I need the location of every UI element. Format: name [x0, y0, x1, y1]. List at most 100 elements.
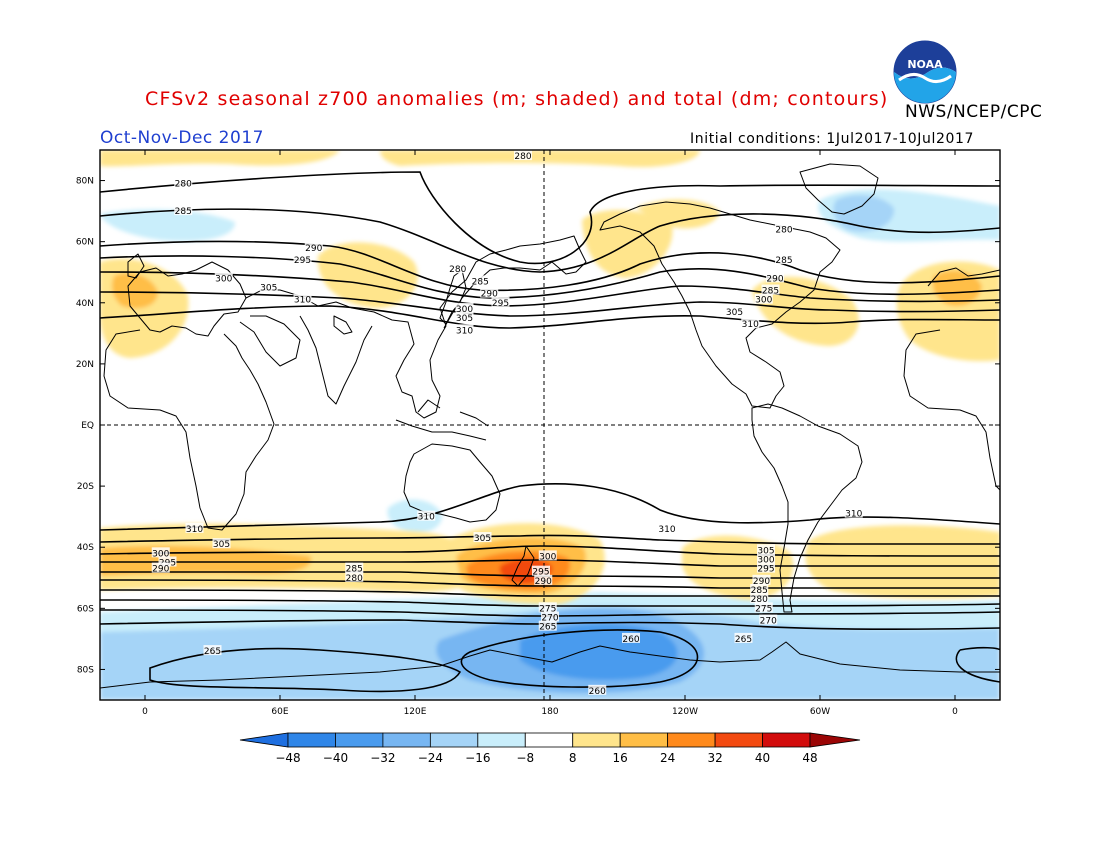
- contour-label-bg: [658, 522, 676, 533]
- colorbar-swatch: [667, 732, 716, 748]
- chart-title: CFSv2 seasonal z700 anomalies (m; shaded…: [145, 88, 889, 110]
- contour-label: 265: [204, 647, 221, 657]
- contour-label: 305: [757, 546, 774, 556]
- contour-label-bg: [212, 538, 231, 549]
- initial-conditions: Initial conditions: 1Jul2017-10Jul2017: [690, 131, 974, 147]
- lat-tick-label: 80N: [76, 177, 94, 187]
- coast-arabia: [239, 315, 301, 367]
- contour-label: 285: [762, 287, 779, 297]
- contour-280-north: [100, 171, 1000, 265]
- lat-tick-label: 80S: [77, 665, 94, 675]
- colorbar-swatch: [762, 732, 811, 748]
- contour-label-bg: [754, 602, 773, 613]
- lon-tick-label: 0: [952, 707, 958, 717]
- contour-305-north: [100, 291, 1000, 317]
- contour-label: 290: [753, 577, 770, 587]
- contour-label: 310: [186, 525, 203, 535]
- contour-label-bg: [174, 205, 193, 216]
- contour-label: 265: [539, 623, 556, 633]
- contour-label-bg: [471, 275, 490, 286]
- contour-label: 290: [766, 274, 783, 284]
- forecast-period: Oct-Nov-Dec 2017: [100, 128, 264, 148]
- neg-anom-indian-ocean: [387, 499, 443, 534]
- coast-europe-right: [903, 267, 1000, 491]
- contour-label: 305: [474, 534, 491, 544]
- colorbar-label: 16: [613, 751, 628, 765]
- coast-europe-africa: [103, 261, 275, 531]
- contour-300-south: [100, 545, 1000, 557]
- contour-label-bg: [750, 584, 769, 594]
- lon-tick-label: 60E: [271, 707, 288, 717]
- pos-anom-arctic: [380, 150, 700, 168]
- contour-label: 310: [658, 525, 675, 535]
- contour-label: 300: [757, 555, 774, 565]
- colorbar-label: 8: [569, 751, 577, 765]
- contour-label-bg: [761, 284, 780, 295]
- height-contours: [100, 171, 1000, 693]
- contour-label: 300: [755, 296, 772, 306]
- contour-label-bg: [750, 593, 769, 604]
- coast-australia: [403, 443, 501, 523]
- contour-label-bg: [757, 544, 775, 555]
- contour-label: 300: [152, 549, 169, 559]
- contour-label-bg: [174, 177, 193, 188]
- contour-label-bg: [214, 272, 233, 283]
- contour-label-bg: [151, 547, 170, 558]
- contour-label: 280: [449, 265, 466, 275]
- lat-tick-label: EQ: [81, 421, 94, 431]
- contour-label-bg: [741, 318, 760, 329]
- noaa-logo-text: NOAA: [907, 58, 943, 71]
- contour-label: 300: [456, 305, 473, 315]
- coast-caspian: [333, 315, 353, 335]
- contour-label: 290: [152, 565, 169, 575]
- colorbar-label: −24: [418, 751, 443, 765]
- contour-label-bg: [158, 556, 177, 567]
- lat-tick-label: 40S: [77, 543, 94, 553]
- contour-label-bg: [185, 522, 204, 533]
- contour-label: 290: [305, 244, 322, 254]
- neg-anom-north-atlantic-2: [833, 194, 895, 232]
- contour-label: 285: [175, 207, 192, 217]
- contour-label: 305: [213, 540, 230, 550]
- contour-label-bg: [622, 632, 640, 643]
- colorbar: −48 −40 −32 −24 −16 −8 8 16 24 32 40 48: [239, 732, 861, 765]
- colorbar-label: −40: [323, 751, 348, 765]
- coast-antarctica: [100, 641, 1000, 689]
- colorbar-label: 40: [755, 751, 770, 765]
- colorbar-arrow-left: [239, 732, 289, 748]
- lat-tick-label: 40N: [76, 299, 94, 309]
- contour-label-bg: [345, 562, 364, 573]
- contour-label: 295: [757, 565, 774, 575]
- contour-label: 280: [514, 152, 531, 162]
- coast-greenland: [799, 163, 879, 215]
- contour-label: 300: [215, 274, 232, 284]
- contour-label: 295: [294, 256, 311, 266]
- colorbar-label: 24: [660, 751, 675, 765]
- contour-label: 260: [589, 687, 606, 697]
- colorbar-label: 32: [707, 751, 722, 765]
- contour-label: 310: [294, 296, 311, 306]
- contour-300-north: [100, 271, 1000, 307]
- contour-label-bg: [588, 684, 607, 695]
- noaa-logo-icon: NOAA: [893, 40, 957, 104]
- contour-265-antarctic-west: [149, 647, 462, 693]
- contour-label: 285: [472, 277, 489, 287]
- agency-label: NWS/NCEP/CPC: [905, 102, 1043, 122]
- contour-label-bg: [448, 263, 467, 274]
- contour-label-bg: [293, 254, 312, 264]
- contour-label: 305: [726, 308, 743, 318]
- contour-label-bg: [514, 150, 532, 161]
- contour-label-bg: [532, 565, 550, 576]
- contour-label: 265: [735, 635, 752, 645]
- contour-label: 270: [541, 614, 558, 624]
- colorbar-swatch: [477, 732, 526, 748]
- contour-310-south: [100, 483, 1000, 531]
- lat-tick-label: 60S: [77, 604, 94, 614]
- colorbar-label: −16: [465, 751, 490, 765]
- contour-label-bg: [455, 324, 474, 335]
- lon-tick-label: 120E: [404, 707, 427, 717]
- colorbar-swatch: [287, 732, 336, 748]
- contour-label: 295: [492, 299, 509, 309]
- contour-label-bg: [844, 507, 863, 518]
